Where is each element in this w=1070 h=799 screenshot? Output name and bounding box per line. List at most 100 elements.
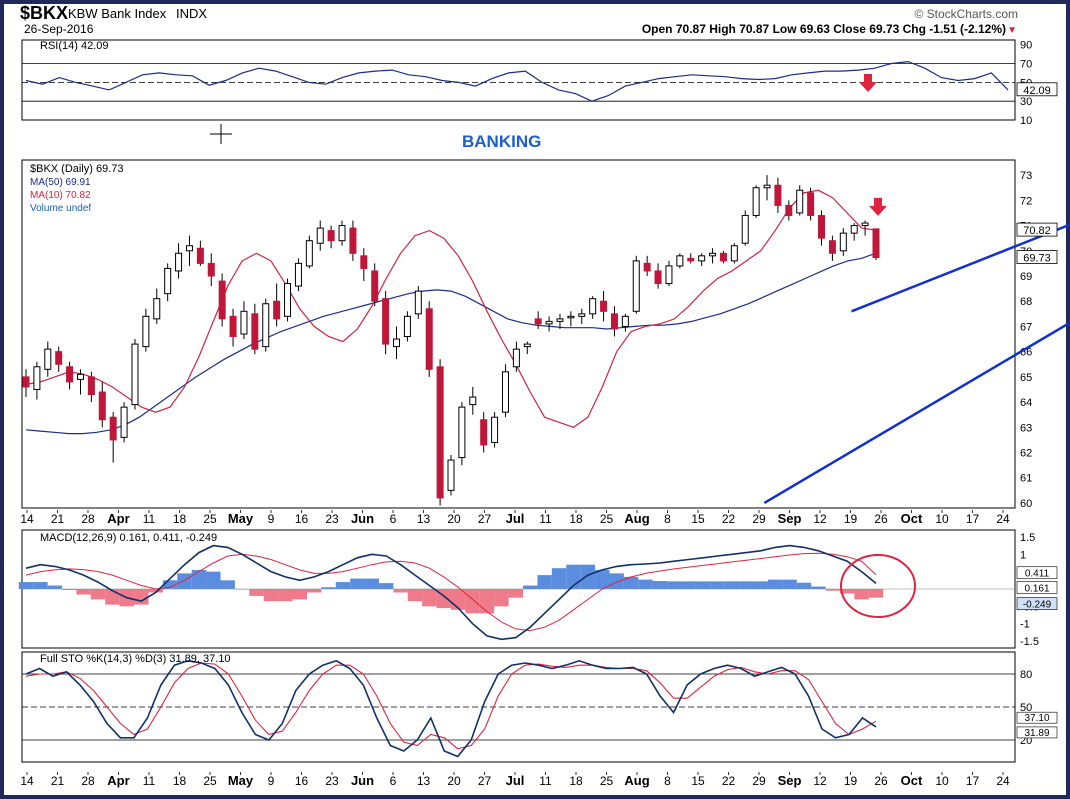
close-last-label-box — [1016, 250, 1058, 264]
price-candle — [109, 412, 117, 463]
macd-histogram-bar — [811, 586, 826, 589]
x-axis-label: 23 — [325, 512, 339, 526]
candle-body — [458, 406, 466, 459]
candle-body — [164, 267, 172, 295]
candle-body — [480, 419, 488, 446]
price-candle — [22, 369, 30, 398]
candle-body — [818, 214, 826, 239]
candle-body — [327, 230, 335, 242]
price-candle — [807, 187, 815, 221]
candle-body — [196, 247, 204, 264]
candle-body — [763, 184, 771, 189]
x-axis-label: Jun — [351, 511, 374, 526]
candle-body — [556, 318, 564, 322]
price-frame — [21, 159, 1016, 509]
rsi-frame — [21, 39, 1016, 121]
price-candle — [185, 235, 193, 266]
macd-histogram-bar — [378, 583, 394, 589]
candle-body — [382, 298, 390, 345]
x-axis-label: 6 — [390, 774, 397, 788]
rsi-panel: 103050709042.09 — [21, 39, 1058, 127]
candle-body — [469, 396, 477, 406]
price-candle — [371, 263, 379, 307]
macd-histogram-bar — [695, 581, 711, 589]
x-axis-label: 28 — [81, 774, 95, 788]
macd-histogram-bar — [739, 581, 754, 589]
candle-body — [393, 338, 401, 348]
header-ohlc: Open 70.87 High 70.87 Low 69.63 Close 69… — [642, 22, 1006, 36]
macd-histogram-bar — [47, 585, 63, 589]
price-candle — [349, 220, 357, 261]
macd-histogram-bar — [364, 578, 379, 589]
candle-body — [567, 315, 575, 319]
x-axis-bottom: 14 21 28 Apr 11 18 25 May 9 16 23 Jun 6 13 20 27 Jul 11 18… — [20, 772, 1010, 788]
x-axis-label: 28 — [81, 512, 95, 526]
x-axis-label: Aug — [624, 511, 649, 526]
candle-body — [360, 255, 368, 269]
sto-last-box — [1016, 711, 1058, 724]
ma50-line — [25, 252, 877, 435]
macd-histogram-bar — [537, 575, 552, 589]
price-candle — [425, 301, 433, 377]
price-candle — [469, 386, 477, 415]
price-legend-ma50: MA(50) 69.91 — [30, 177, 91, 188]
price-candle — [262, 298, 270, 352]
x-axis-label: 6 — [390, 512, 397, 526]
macd-histogram-bar — [278, 589, 293, 602]
x-axis-label: 25 — [203, 774, 217, 788]
x-axis-label: 12 — [813, 774, 827, 788]
price-tick-label: 61 — [1020, 473, 1032, 485]
price-tick-label: 60 — [1020, 498, 1032, 510]
price-candle — [175, 243, 183, 279]
price-candle — [796, 185, 804, 216]
candle-body — [752, 187, 760, 216]
candle-body — [687, 257, 695, 262]
macd-histogram-bar — [407, 589, 423, 602]
candle-body — [371, 270, 379, 302]
macd-histogram-bar — [263, 589, 279, 602]
x-axis-label: 11 — [143, 774, 156, 788]
x-axis-label: 23 — [325, 774, 339, 788]
candle-body — [785, 204, 793, 216]
candle-body — [284, 283, 292, 317]
price-candle — [414, 286, 422, 319]
candle-body — [185, 245, 193, 252]
macd-last-box — [1016, 597, 1058, 610]
macd-last-box — [1016, 566, 1058, 580]
x-axis-label: May — [228, 511, 254, 526]
x-axis-label: Sep — [778, 773, 802, 788]
ma10-line — [25, 189, 877, 428]
change-down-icon: ▼ — [1007, 25, 1017, 36]
price-candle — [709, 248, 717, 264]
candle-body — [501, 371, 509, 413]
header-symbol: $BKX — [20, 3, 68, 23]
price-candle — [240, 301, 248, 340]
x-axis-label: 17 — [966, 512, 980, 526]
price-candle — [741, 210, 749, 246]
rsi-tick-label: 30 — [1020, 96, 1032, 108]
price-candle — [218, 273, 226, 327]
sto-k-line — [25, 659, 877, 758]
x-axis-label: 24 — [996, 774, 1010, 788]
price-candle — [316, 220, 324, 251]
candle-body — [698, 255, 706, 262]
sto-last-box — [1016, 726, 1058, 739]
rsi-last-box — [1016, 82, 1058, 97]
candle-body — [730, 245, 738, 262]
macd-histogram-bar — [18, 582, 34, 589]
x-axis-label: 8 — [664, 512, 671, 526]
x-axis-label: 25 — [600, 774, 614, 788]
rsi-tick-label: 10 — [1020, 115, 1032, 127]
x-axis-label: 9 — [268, 512, 275, 526]
x-axis-label: Oct — [901, 773, 923, 788]
macd-last-box — [1016, 581, 1058, 594]
x-axis-label: 9 — [268, 774, 275, 788]
price-candle — [66, 361, 74, 390]
macd-tick-label: -1.5 — [1020, 636, 1039, 648]
macd-histogram-bar — [609, 573, 624, 589]
price-tick-label: 65 — [1020, 372, 1032, 384]
price-candle — [87, 371, 95, 403]
rsi-last-label: 42.09 — [1023, 85, 1051, 97]
x-axis-label: 17 — [966, 774, 980, 788]
